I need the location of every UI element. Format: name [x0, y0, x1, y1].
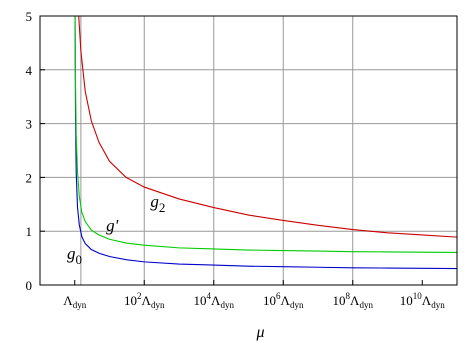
x-axis: Λdyn 102Λdyn 104Λdyn 106Λdyn 108Λdyn 1010Λdyn [63, 280, 445, 310]
x-tick-label: 102Λdyn [124, 291, 165, 310]
series-label: g' [106, 216, 119, 235]
y-tick-label: 2 [26, 170, 33, 185]
series-line-g0 [74, 15, 458, 270]
curve-labels: g0 g' g2 [67, 192, 165, 267]
x-tick-label: 1010Λdyn [400, 291, 445, 310]
series-line-gp [74, 15, 458, 253]
x-tick-label: Λdyn [63, 293, 86, 310]
y-tick-label: 5 [26, 9, 33, 24]
y-tick-label: 1 [26, 224, 33, 239]
x-tick-label: 104Λdyn [194, 291, 235, 310]
series-label: g0 [67, 244, 82, 267]
x-tick-label: 106Λdyn [263, 291, 304, 310]
y-tick-label: 0 [26, 278, 33, 293]
grid [40, 16, 457, 285]
y-axis: 0 1 2 3 4 5 [26, 9, 45, 293]
series-line-g2 [78, 15, 458, 238]
curves [74, 15, 458, 270]
plot-frame [39, 15, 458, 286]
x-tick-label: 108Λdyn [333, 291, 374, 310]
series-label: g2 [150, 192, 165, 215]
y-tick-label: 4 [26, 63, 33, 78]
y-tick-label: 3 [26, 117, 33, 132]
x-axis-label: μ [255, 324, 264, 341]
